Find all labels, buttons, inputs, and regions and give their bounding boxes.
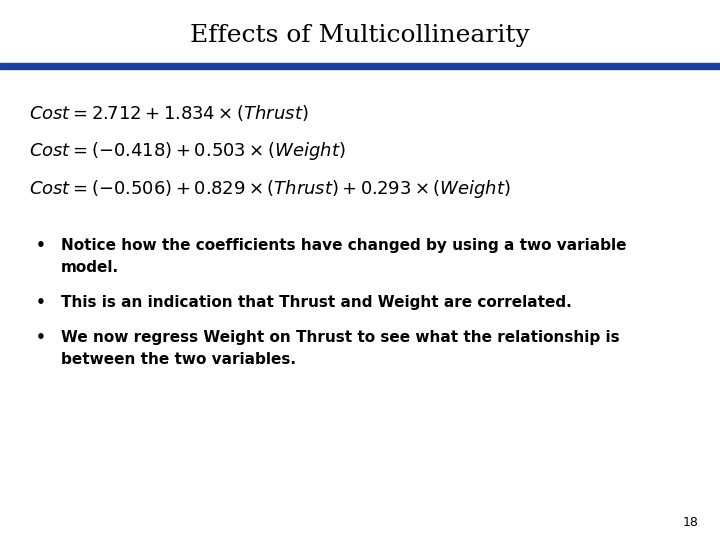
Text: model.: model. — [61, 260, 120, 275]
Text: $Cost = (-0.418) + 0.503 \times (Weight)$: $Cost = (-0.418) + 0.503 \times (Weight)… — [29, 140, 346, 162]
Text: •: • — [36, 238, 46, 253]
Text: •: • — [36, 295, 46, 310]
Bar — [0, 63, 720, 69]
Text: 18: 18 — [683, 516, 698, 529]
Text: Notice how the coefficients have changed by using a two variable: Notice how the coefficients have changed… — [61, 238, 626, 253]
Text: Effects of Multicollinearity: Effects of Multicollinearity — [190, 24, 530, 46]
Text: This is an indication that Thrust and Weight are correlated.: This is an indication that Thrust and We… — [61, 295, 572, 310]
Text: •: • — [36, 330, 46, 345]
Text: We now regress Weight on Thrust to see what the relationship is: We now regress Weight on Thrust to see w… — [61, 330, 620, 345]
Text: $Cost = 2.712 + 1.834 \times (Thrust)$: $Cost = 2.712 + 1.834 \times (Thrust)$ — [29, 103, 308, 124]
Text: between the two variables.: between the two variables. — [61, 352, 296, 367]
Text: $Cost = (-0.506) + 0.829 \times (Thrust) + 0.293 \times (Weight)$: $Cost = (-0.506) + 0.829 \times (Thrust)… — [29, 178, 510, 200]
